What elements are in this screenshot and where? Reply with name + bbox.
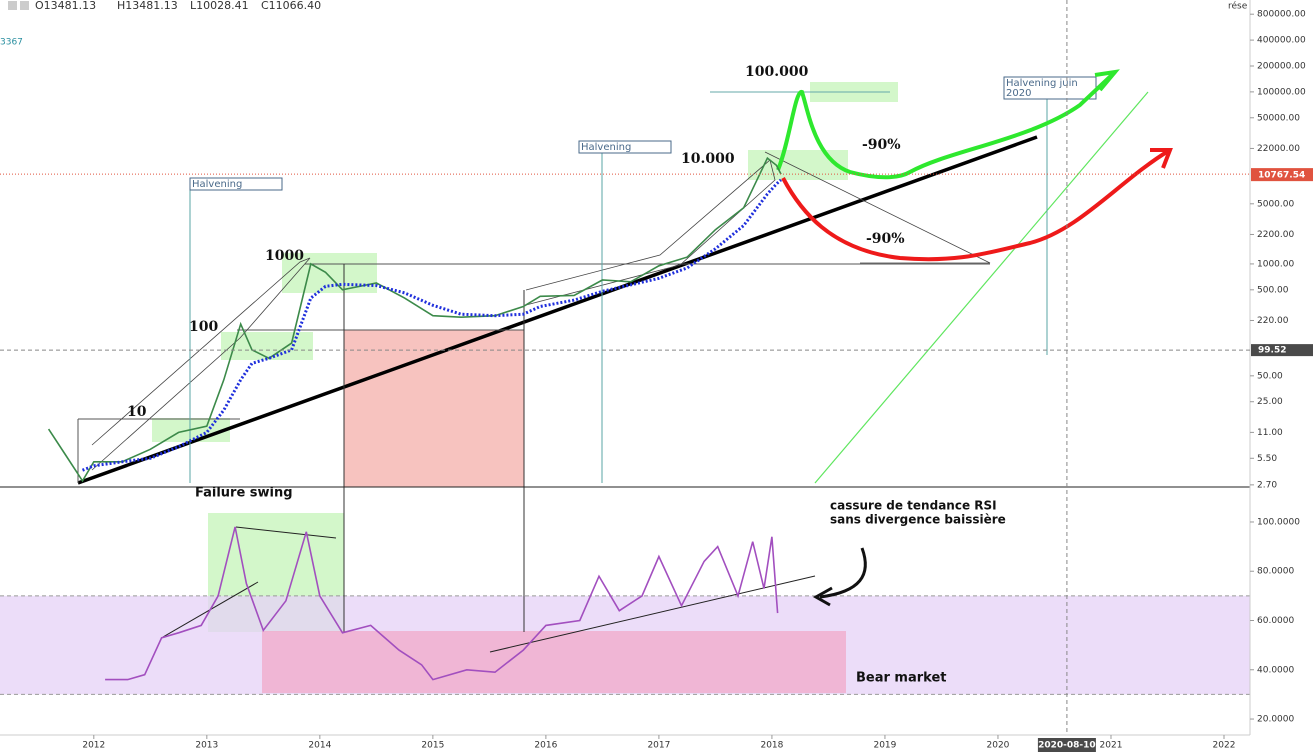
arrow-head: [812, 586, 833, 607]
trend-line: [814, 91, 1149, 484]
y-tick-label: 80.0000: [1257, 567, 1294, 577]
label-box: [578, 140, 672, 154]
x-tick-label: 2015: [421, 741, 444, 751]
projection-up: [776, 70, 1117, 180]
price-label-box: [1251, 169, 1313, 182]
x-tick-label: 2017: [647, 741, 670, 751]
y-tick-label: 50000.00: [1257, 113, 1300, 123]
arrow-head: [1150, 148, 1173, 169]
x-tick-label: 2019: [873, 741, 896, 751]
rsi-line: [489, 575, 816, 653]
crosshair-label-box: [1037, 738, 1096, 752]
rsi-line: [235, 526, 337, 539]
halvening-label: Halvening: [581, 142, 631, 153]
arrow-head: [1094, 69, 1120, 92]
price-line: [47, 156, 782, 483]
label-box: [189, 177, 283, 191]
price-label: 10767.54: [1258, 171, 1305, 181]
close: C11066.40: [261, 0, 321, 12]
annotation: sans divergence baissière: [830, 513, 1006, 527]
y-tick-label: 11.00: [1257, 428, 1283, 438]
green-zone: [748, 150, 848, 180]
annotation: Failure swing: [195, 486, 293, 501]
scale-button[interactable]: rése: [1228, 1, 1248, 12]
x-tick-label: 2018: [760, 741, 783, 751]
y-tick-label: 200000.00: [1257, 61, 1306, 71]
y-tick-label: 40.0000: [1257, 665, 1294, 675]
y-tick-label: 50.00: [1257, 371, 1283, 381]
x-tick-label: 2013: [195, 741, 218, 751]
y-tick-label: 400000.00: [1257, 36, 1306, 46]
icon[interactable]: [20, 1, 29, 10]
y-tick-label: 500.00: [1257, 285, 1289, 295]
projection-down: [781, 148, 1172, 262]
bear-zone: [262, 631, 846, 693]
halvening-label: 2020: [1006, 88, 1031, 99]
y-tick-label: 220.00: [1257, 316, 1289, 326]
annotation: 10.000: [681, 151, 735, 167]
icon[interactable]: [8, 1, 17, 10]
annotation: 100.000: [745, 64, 809, 80]
trend-line: [77, 135, 1038, 485]
annotation: 1000: [265, 248, 304, 264]
y-tick-label: 100000.00: [1257, 87, 1306, 97]
y-tick-label: 22000.00: [1257, 144, 1300, 154]
price-label: 99.52: [1258, 346, 1286, 356]
annotation: Bear market: [856, 671, 947, 686]
y-tick-label: 60.0000: [1257, 616, 1294, 626]
drawings: [77, 69, 1173, 653]
low: L10028.41: [190, 0, 249, 12]
halvening-label: Halvening juin: [1006, 78, 1078, 89]
x-tick-label: 2022: [1213, 741, 1236, 751]
y-tick-label: 2200.00: [1257, 230, 1294, 240]
y-tick-label: 100.0000: [1257, 517, 1300, 527]
x-tick-label: 2014: [308, 741, 331, 751]
annotation: 100: [189, 319, 218, 335]
annotation: -90%: [866, 231, 905, 247]
y-tick-label: 5.50: [1257, 454, 1277, 464]
x-tick-label: 2020: [987, 741, 1010, 751]
crosshair-label: 2020-08-10: [1038, 741, 1096, 751]
x-tick-label: 2012: [82, 741, 105, 751]
curved-arrow: [819, 547, 867, 599]
y-tick-label: 20.0000: [1257, 715, 1294, 725]
halvening-label: Halvening: [192, 179, 242, 190]
triangle: [764, 151, 991, 264]
y-tick-label: 2.70: [1257, 480, 1277, 490]
indicator-value: 3367: [0, 38, 23, 48]
x-tick-label: 2016: [534, 741, 557, 751]
x-tick-label: 2021: [1100, 741, 1123, 751]
high: H13481.13: [117, 0, 178, 12]
y-tick-label: 1000.00: [1257, 259, 1294, 269]
annotation: cassure de tendance RSI: [830, 499, 997, 513]
y-tick-label: 25.00: [1257, 397, 1283, 407]
annotation: 10: [127, 404, 147, 420]
open: O13481.13: [35, 0, 96, 12]
channel: [91, 257, 311, 471]
price-label-box: [1251, 344, 1313, 357]
y-tick-label: 800000.00: [1257, 10, 1306, 20]
y-tick-label: 5000.00: [1257, 199, 1294, 209]
annotation: -90%: [862, 137, 901, 153]
channel: [525, 159, 776, 306]
price-line: [105, 526, 779, 681]
